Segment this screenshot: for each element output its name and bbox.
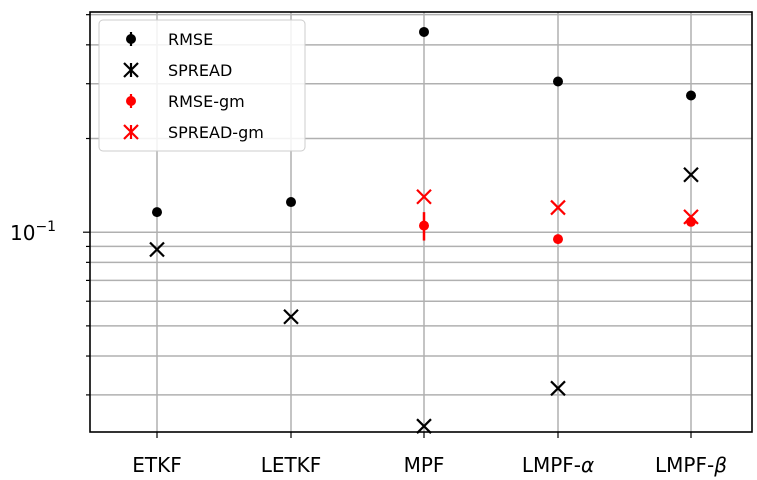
legend: RMSE SPREAD RMSE-gm SPREAD-gm	[98, 19, 306, 152]
legend-marker	[123, 62, 139, 78]
x-tick-label: LMPF-α	[522, 453, 594, 477]
legend-label-rmse-gm: RMSE-gm	[168, 92, 245, 111]
x-marker-stroke	[416, 418, 432, 434]
legend-label-spread: SPREAD	[168, 61, 232, 80]
legend-entry-spread: SPREAD	[123, 61, 232, 80]
x-tick-label: LMPF-β	[655, 453, 727, 477]
legend-entry-rmse-gm: RMSE-gm	[126, 92, 245, 111]
axes: ETKF LETKF MPF LMPF-α LMPF-β 10−1	[10, 14, 727, 477]
x-marker-stroke	[123, 62, 139, 78]
data-point	[550, 380, 566, 397]
x-marker-stroke	[683, 166, 699, 183]
data-point	[683, 166, 699, 183]
data-point	[416, 418, 432, 434]
legend-marker	[126, 96, 136, 106]
data-point	[419, 220, 429, 231]
legend-entry-rmse: RMSE	[126, 30, 213, 49]
x-tick-label: ETKF	[132, 453, 181, 477]
data-point	[683, 209, 699, 225]
data-point	[550, 199, 566, 216]
legend-box	[98, 19, 306, 152]
x-marker-stroke	[550, 380, 566, 397]
legend-marker	[126, 34, 136, 44]
y-tick-label: 10−1	[10, 219, 56, 245]
grid	[90, 12, 752, 432]
legend-label-spread-gm: SPREAD-gm	[168, 123, 264, 142]
legend-marker-x-red-icon	[123, 124, 139, 140]
x-tick-label: LETKF	[261, 453, 322, 477]
x-marker-stroke	[416, 188, 432, 205]
data-point	[553, 76, 563, 87]
legend-entry-spread-gm: SPREAD-gm	[123, 123, 264, 142]
x-marker-stroke	[283, 308, 299, 325]
x-marker-stroke	[149, 241, 165, 258]
x-marker-stroke	[123, 124, 139, 140]
data-point	[149, 241, 165, 258]
plot-frame	[89, 11, 753, 433]
data-point	[553, 234, 563, 245]
data-point	[416, 188, 432, 205]
data-point	[686, 90, 696, 101]
data-point	[419, 26, 429, 37]
data-point	[152, 207, 162, 218]
x-marker-stroke	[550, 199, 566, 216]
legend-marker	[123, 124, 139, 140]
legend-marker-dot-red-icon	[126, 94, 136, 108]
data-point	[286, 197, 296, 208]
legend-label-rmse: RMSE	[168, 30, 213, 49]
data-point	[283, 308, 299, 325]
x-marker-stroke	[683, 209, 699, 225]
x-tick-label: MPF	[404, 453, 445, 477]
data-marks	[149, 26, 699, 434]
legend-marker-x-icon	[123, 62, 139, 78]
legend-marker-dot-icon	[126, 32, 136, 46]
